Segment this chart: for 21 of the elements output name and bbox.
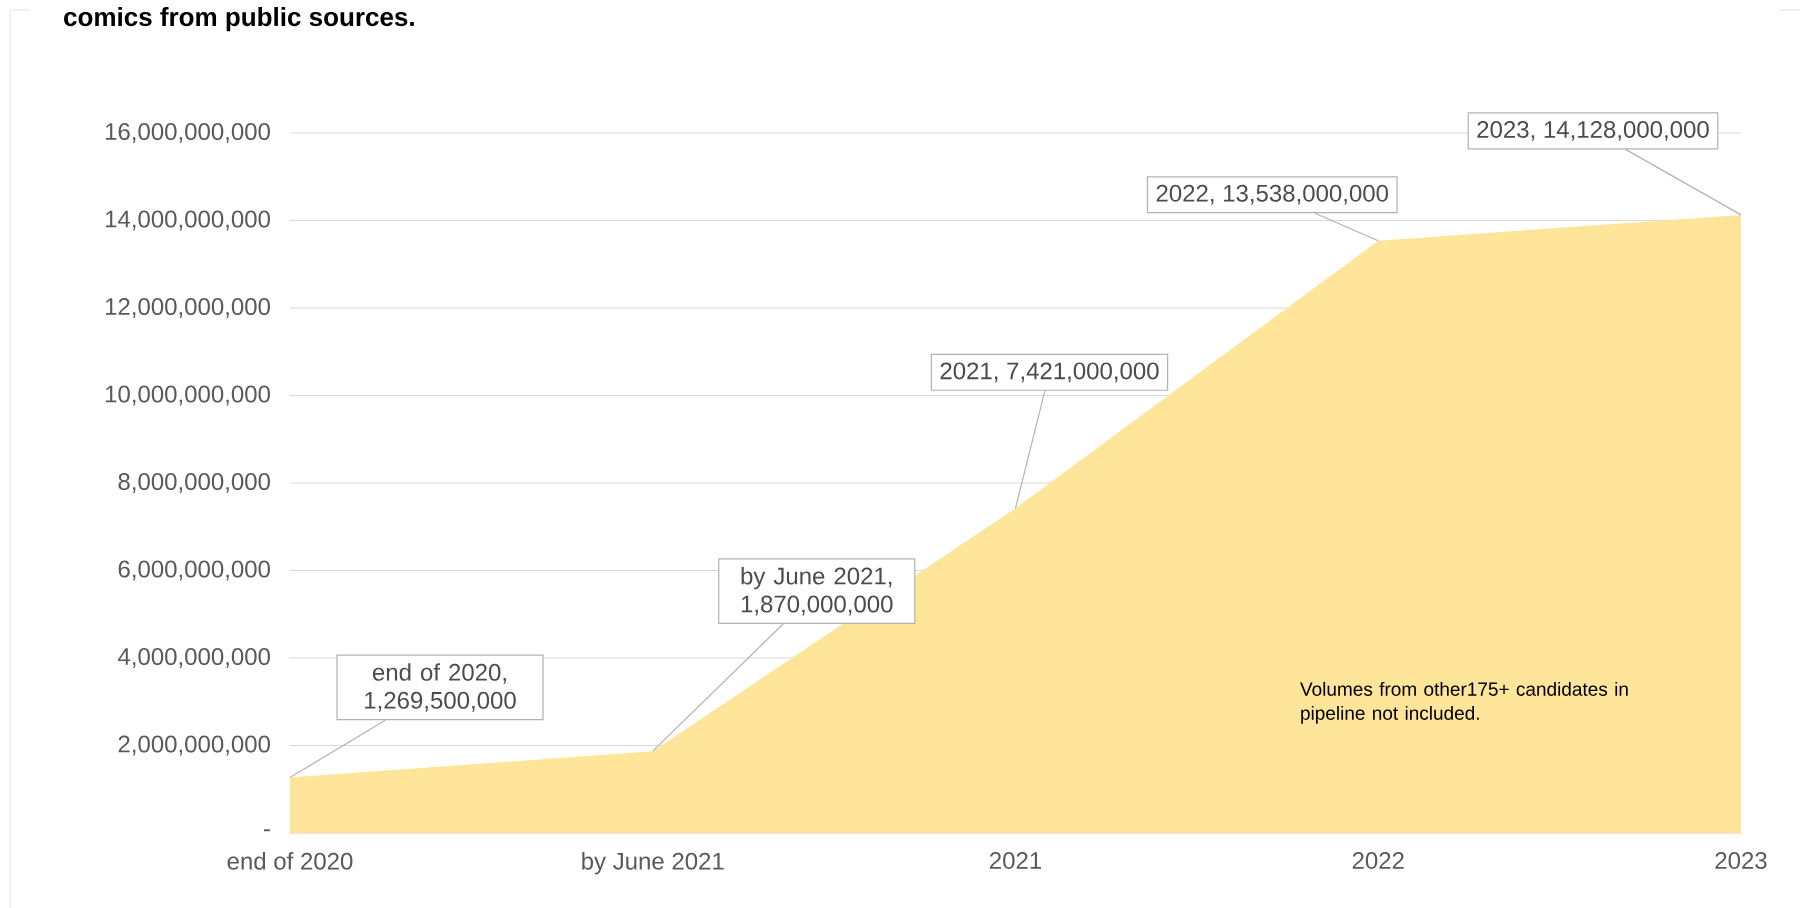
y-tick-label: 4,000,000,000 xyxy=(118,648,270,668)
y-tick-label: 6,000,000,000 xyxy=(118,560,270,581)
annotation: end of 2020, 1,269,500,000 xyxy=(365,663,516,712)
annotation: 2021, 7,421,000,000 xyxy=(940,362,1159,383)
y-tick-label: 2,000,000,000 xyxy=(118,735,270,756)
x-tick-label: 2022 xyxy=(1352,852,1404,870)
annotation: by June 2021, 1,870,000,000 xyxy=(741,566,893,616)
annotation: 2022, 13,538,000,000 xyxy=(1156,184,1389,205)
chart-title: comics from public sources. xyxy=(64,7,414,32)
y-tick-label: 8,000,000,000 xyxy=(118,473,270,493)
y-tick-label: 16,000,000,000 xyxy=(105,123,270,143)
y-tick-label: 12,000,000,000 xyxy=(105,298,270,318)
x-tick-label: 2023 xyxy=(1715,852,1767,870)
y-tick-label: 10,000,000,000 xyxy=(105,385,270,406)
x-tick-label: 2021 xyxy=(990,852,1042,870)
y-tick-label: 14,000,000,000 xyxy=(105,210,270,231)
annotation: 2023, 14,128,000,000 xyxy=(1477,120,1709,141)
annotation: Volumes from other175+ candidates in pipeline not included. xyxy=(1300,681,1628,724)
y-tick-label: - xyxy=(264,829,270,832)
x-tick-label: end of 2020 xyxy=(227,852,353,870)
x-tick-label: by June 2021 xyxy=(582,852,724,875)
